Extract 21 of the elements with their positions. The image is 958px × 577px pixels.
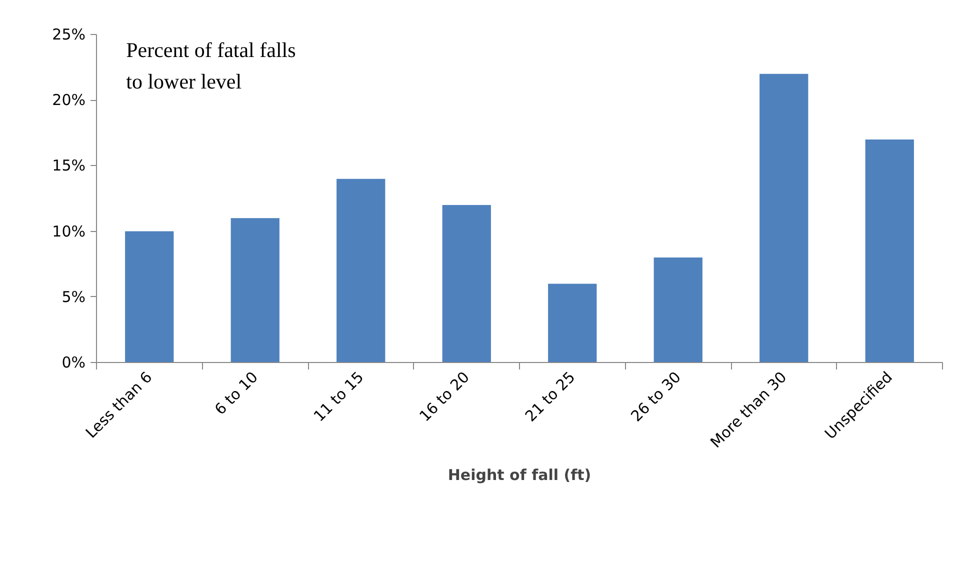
- x-axis-title: Height of fall (ft): [448, 466, 592, 484]
- x-tick-label: 16 to 20: [416, 368, 473, 426]
- bar: [865, 139, 914, 362]
- y-tick-label: 0%: [62, 354, 86, 372]
- bar: [548, 284, 597, 362]
- y-tick-label: 25%: [52, 26, 86, 44]
- text: Percent of fatal falls to lower level: [126, 38, 296, 94]
- y-tick-label: 5%: [62, 288, 86, 306]
- bar: [654, 258, 702, 362]
- bar: [125, 231, 174, 362]
- x-tick-label: 11 to 15: [310, 368, 368, 426]
- bar: [760, 74, 808, 362]
- x-tick-label: 6 to 10: [211, 368, 262, 418]
- bar: [230, 218, 280, 362]
- x-tick-label: 21 to 25: [522, 368, 579, 426]
- y-tick-label: 10%: [52, 222, 86, 240]
- x-tick-label: 26 to 30: [627, 368, 684, 426]
- bar: [442, 205, 491, 362]
- bar: [336, 178, 386, 362]
- y-tick-label: 20%: [52, 91, 86, 110]
- y-tick-label: 15%: [52, 156, 86, 175]
